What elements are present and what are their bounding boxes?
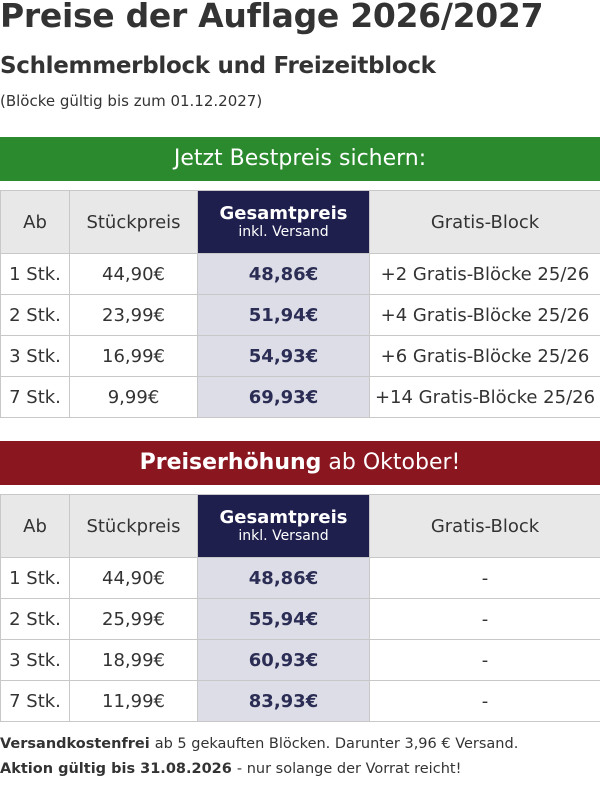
cell: +6 Gratis-Blöcke 25/26 <box>369 335 600 377</box>
cell: +2 Gratis-Blöcke 25/26 <box>369 253 600 295</box>
price-table: Ab Stückpreis Gesamtpreis inkl. Versand Grat… <box>0 494 600 722</box>
column-header: Stückpreis <box>69 494 198 558</box>
cell: 1 Stk. <box>0 557 70 599</box>
row: 2 Stk. 23,99€ 51,94€ +4 Gratis-Blöcke 25/26 <box>0 294 600 336</box>
cell: - <box>369 680 600 722</box>
price-table: Ab Stückpreis Gesamtpreis inkl. Versand Grat… <box>0 190 600 418</box>
cell: 9,99€ <box>69 376 198 418</box>
column-header: Gesamtpreis inkl. Versand <box>197 494 370 558</box>
footer-line: Aktion gültig bis 31.08.2026- nur solang… <box>0 761 461 777</box>
cell: 25,99€ <box>69 598 198 640</box>
banner: Preiserhöhung ab Oktober! <box>0 441 600 485</box>
cell: 44,90€ <box>69 557 198 599</box>
column-sublabel: inkl. Versand <box>238 528 329 545</box>
column-header: Stückpreis <box>69 190 198 254</box>
banner-bold: Preiserhöhung <box>139 450 322 475</box>
cell: 69,93€ <box>197 376 370 418</box>
footer-text: - nur solange der Vorrat reicht! <box>236 761 462 777</box>
row: 7 Stk. 11,99€ 83,93€ - <box>0 680 600 722</box>
header-row: Ab Stückpreis Gesamtpreis inkl. Versand Grat… <box>0 190 600 254</box>
column-label: Gesamtpreis <box>219 506 348 528</box>
title: Preise der Auflage 2026/2027 <box>0 0 544 35</box>
cell: +4 Gratis-Blöcke 25/26 <box>369 294 600 336</box>
column-label: Gesamtpreis <box>219 202 348 224</box>
row: 2 Stk. 25,99€ 55,94€ - <box>0 598 600 640</box>
cell: 55,94€ <box>197 598 370 640</box>
column-header: Gratis-Block <box>369 494 600 558</box>
cell: 51,94€ <box>197 294 370 336</box>
banner-text: ab Oktober! <box>328 450 461 475</box>
column-header: Gratis-Block <box>369 190 600 254</box>
row: 7 Stk. 9,99€ 69,93€ +14 Gratis-Blöcke 25/26 <box>0 376 600 418</box>
cell: - <box>369 639 600 681</box>
banner: Jetzt Bestpreis sichern: <box>0 137 600 181</box>
cell: 23,99€ <box>69 294 198 336</box>
cell: 83,93€ <box>197 680 370 722</box>
subtitle: Schlemmerblock und Freizeitblock <box>0 53 436 79</box>
footer-bold: Versandkostenfrei <box>0 736 150 752</box>
banner-text: Jetzt Bestpreis sichern: <box>173 146 427 171</box>
row: 1 Stk. 44,90€ 48,86€ - <box>0 557 600 599</box>
column-header: Gesamtpreis inkl. Versand <box>197 190 370 254</box>
cell: - <box>369 598 600 640</box>
cell: 54,93€ <box>197 335 370 377</box>
cell: - <box>369 557 600 599</box>
cell: 44,90€ <box>69 253 198 295</box>
note: (Blöcke gültig bis zum 01.12.2027) <box>0 92 263 110</box>
cell: 11,99€ <box>69 680 198 722</box>
row: 1 Stk. 44,90€ 48,86€ +2 Gratis-Blöcke 25/26 <box>0 253 600 295</box>
cell: 16,99€ <box>69 335 198 377</box>
cell: 18,99€ <box>69 639 198 681</box>
column-header: Ab <box>0 494 70 558</box>
footer-text: ab 5 gekauften Blöcken. Darunter 3,96 € … <box>154 736 519 752</box>
cell: 3 Stk. <box>0 639 70 681</box>
header-row: Ab Stückpreis Gesamtpreis inkl. Versand Grat… <box>0 494 600 558</box>
cell: 48,86€ <box>197 253 370 295</box>
row: 3 Stk. 16,99€ 54,93€ +6 Gratis-Blöcke 25/26 <box>0 335 600 377</box>
footer-bold: Aktion gültig bis 31.08.2026 <box>0 761 232 777</box>
column-header: Ab <box>0 190 70 254</box>
cell: 1 Stk. <box>0 253 70 295</box>
cell: 2 Stk. <box>0 598 70 640</box>
column-sublabel: inkl. Versand <box>238 224 329 241</box>
row: 3 Stk. 18,99€ 60,93€ - <box>0 639 600 681</box>
cell: 48,86€ <box>197 557 370 599</box>
cell: +14 Gratis-Blöcke 25/26 <box>369 376 600 418</box>
cell: 60,93€ <box>197 639 370 681</box>
cell: 3 Stk. <box>0 335 70 377</box>
footer-line: Versandkostenfrei ab 5 gekauften Blöcken.… <box>0 736 518 752</box>
cell: 7 Stk. <box>0 376 70 418</box>
cell: 2 Stk. <box>0 294 70 336</box>
cell: 7 Stk. <box>0 680 70 722</box>
